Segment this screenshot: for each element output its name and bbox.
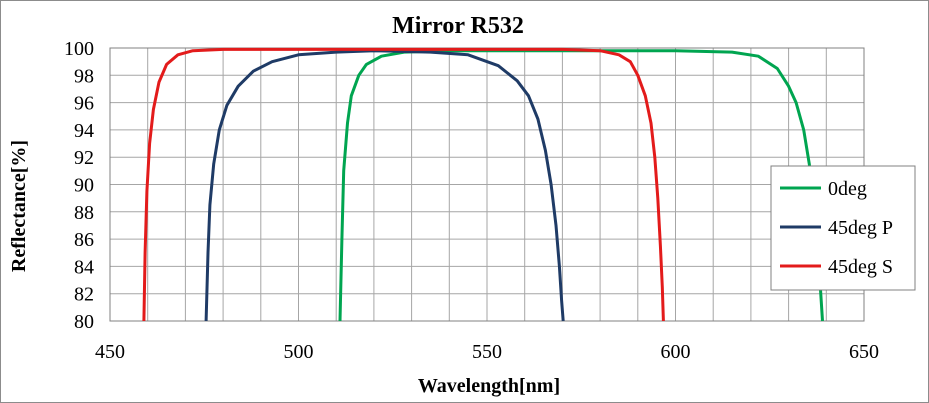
- y-tick-label: 100: [64, 38, 94, 60]
- x-tick-label: 500: [284, 341, 314, 363]
- series-line-45deg-p: [204, 49, 565, 322]
- y-tick-label: 88: [74, 202, 94, 224]
- legend-label: 45deg S: [828, 256, 893, 278]
- legend-label: 0deg: [828, 178, 867, 200]
- x-tick-label: 600: [661, 341, 691, 363]
- y-tick-label: 92: [74, 147, 94, 169]
- x-tick-label: 450: [95, 341, 125, 363]
- x-axis-label: Wavelength[nm]: [418, 375, 560, 397]
- y-tick-label: 80: [74, 311, 94, 333]
- y-tick-label: 98: [74, 65, 94, 87]
- y-tick-label: 90: [74, 175, 94, 197]
- y-tick-label: 96: [74, 93, 94, 115]
- grid-lines: [109, 47, 865, 322]
- series-line-45deg-s: [142, 47, 665, 322]
- x-tick-label: 550: [472, 341, 502, 363]
- legend-label: 45deg P: [828, 217, 893, 239]
- y-axis-label: Reflectance[%]: [8, 140, 30, 272]
- series-line-0deg: [338, 49, 824, 322]
- tick-labels: 80 82 84 86 88 90 92 94 96 98 100 450 500 550 600 650: [64, 38, 879, 363]
- legend: 0deg 45deg P 45deg S: [770, 165, 916, 291]
- y-tick-label: 94: [74, 120, 94, 142]
- y-tick-label: 82: [74, 284, 94, 306]
- chart-title: Mirror R532: [392, 13, 524, 39]
- x-tick-label: 650: [849, 341, 879, 363]
- series-lines: [142, 47, 824, 322]
- y-tick-label: 86: [74, 229, 94, 251]
- y-tick-label: 84: [74, 256, 94, 278]
